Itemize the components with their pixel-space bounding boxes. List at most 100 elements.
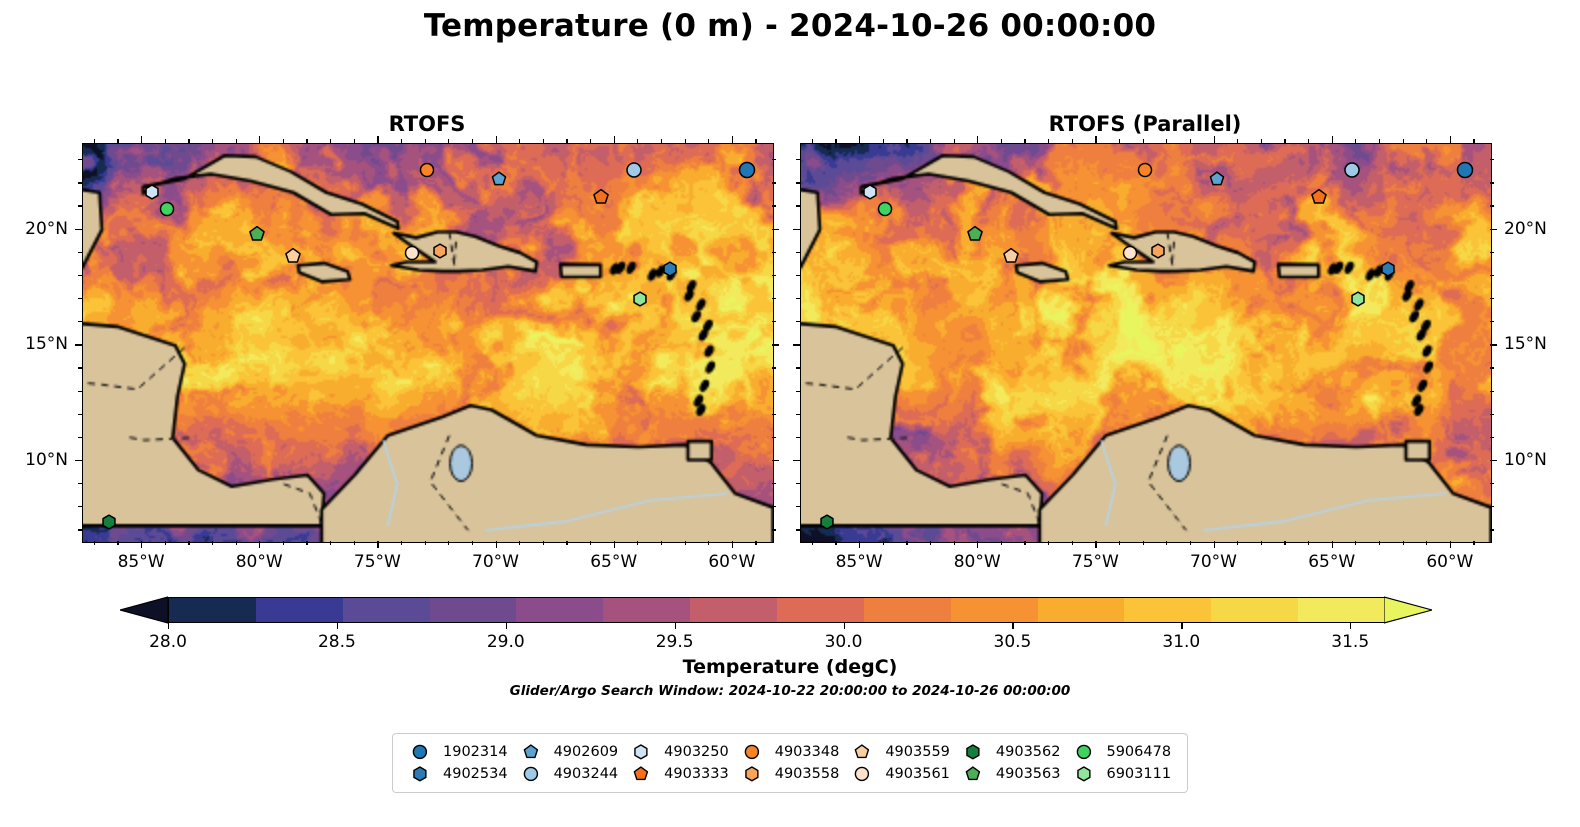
x-tick xyxy=(1284,541,1286,545)
colorbar-tick-label: 29.5 xyxy=(655,632,694,652)
platform-marker-6903111[interactable] xyxy=(1349,290,1367,308)
y-tick xyxy=(772,298,776,300)
platform-marker-4903563[interactable] xyxy=(965,225,984,244)
platform-marker-4902609[interactable] xyxy=(490,170,508,188)
x-tick xyxy=(1119,139,1121,143)
legend-marker-4902534[interactable] xyxy=(403,763,437,785)
y-axis-label-right: 20°N xyxy=(1504,218,1547,239)
platform-marker-4903244[interactable] xyxy=(1342,160,1361,179)
x-tick xyxy=(519,139,521,143)
x-tick xyxy=(377,541,379,548)
platform-marker-6903111[interactable] xyxy=(631,290,649,308)
platform-marker-4902534[interactable] xyxy=(1379,260,1397,278)
x-tick xyxy=(259,136,261,143)
map-rtofs_parallel[interactable] xyxy=(800,143,1492,543)
y-tick xyxy=(796,205,800,207)
y-tick xyxy=(772,182,776,184)
legend-marker-4903250[interactable] xyxy=(624,741,658,763)
platform-marker-4902534[interactable] xyxy=(661,260,679,278)
colorbar: 28.0 28.5 29.0 29.5 30.0 30.5 31.0 31.5 Tempera… xyxy=(0,0,1580,699)
colorbar-segment xyxy=(255,598,344,622)
legend-marker-5906478[interactable] xyxy=(1066,741,1100,763)
y-tick xyxy=(78,413,82,415)
y-tick xyxy=(796,251,800,253)
platform-marker-4903348[interactable] xyxy=(1136,161,1154,179)
legend-marker-4903244[interactable] xyxy=(514,763,548,785)
platform-marker-1902314[interactable] xyxy=(1455,160,1475,180)
y-tick xyxy=(796,321,800,323)
x-tick xyxy=(401,139,403,143)
legend-marker-4902609[interactable] xyxy=(514,741,548,763)
x-tick xyxy=(1213,136,1215,143)
x-tick xyxy=(519,541,521,545)
legend-marker-4903333[interactable] xyxy=(624,763,658,785)
platform-marker-4903250[interactable] xyxy=(143,183,161,201)
platform-marker-4903562[interactable] xyxy=(818,513,836,531)
x-tick xyxy=(282,541,285,545)
x-tick xyxy=(377,136,379,143)
legend-table: 1902314 4902609 4903250 4903348 4903559 49035… xyxy=(403,741,1177,785)
platform-marker-4903561[interactable] xyxy=(403,244,421,262)
platform-marker-4903561[interactable] xyxy=(1121,244,1139,262)
y-tick xyxy=(1490,390,1494,392)
y-tick xyxy=(796,506,800,508)
platform-marker-4903558[interactable] xyxy=(1149,242,1167,260)
legend-marker-4903348[interactable] xyxy=(735,741,769,763)
legend-label-4903559: 4903559 xyxy=(885,743,950,760)
platform-marker-4903333[interactable] xyxy=(591,188,610,207)
x-tick xyxy=(1095,136,1097,143)
x-tick xyxy=(93,139,95,143)
colorbar-segment xyxy=(1298,598,1386,622)
legend-marker-4903558[interactable] xyxy=(735,763,769,785)
page-title: Temperature (0 m) - 2024-10-26 00:00:00 xyxy=(423,8,1157,44)
platform-marker-1902314[interactable] xyxy=(737,160,757,180)
platform-marker-5906478[interactable] xyxy=(158,200,176,218)
y-tick xyxy=(772,321,776,323)
legend-marker-4903559[interactable] xyxy=(845,741,879,763)
x-tick xyxy=(471,139,474,143)
x-tick xyxy=(684,541,686,545)
platform-marker-4903559[interactable] xyxy=(284,247,303,266)
map-rtofs[interactable] xyxy=(82,143,774,543)
colorbar-segment xyxy=(1124,598,1212,622)
y-tick xyxy=(1490,367,1494,369)
x-tick xyxy=(566,139,568,143)
colorbar-tick xyxy=(1181,623,1183,629)
y-tick xyxy=(772,413,776,415)
legend-label-4903562: 4903562 xyxy=(995,743,1061,760)
platform-marker-4902609[interactable] xyxy=(1208,170,1226,188)
platform-marker-4903250[interactable] xyxy=(861,183,879,201)
x-tick xyxy=(1142,541,1144,545)
y-tick xyxy=(1490,205,1494,207)
platform-marker-4903244[interactable] xyxy=(624,160,643,179)
x-tick xyxy=(306,541,308,545)
platform-marker-4903562[interactable] xyxy=(100,513,118,531)
colorbar-segment xyxy=(777,598,865,622)
legend-marker-4903562[interactable] xyxy=(956,741,990,763)
x-tick xyxy=(1449,136,1452,143)
platform-marker-5906478[interactable] xyxy=(876,200,894,218)
platform-marker-4903333[interactable] xyxy=(1309,188,1328,207)
x-tick xyxy=(731,136,734,143)
x-tick xyxy=(1402,139,1404,143)
legend-marker-1902314[interactable] xyxy=(403,741,437,763)
platform-marker-4903348[interactable] xyxy=(418,161,436,179)
platform-marker-4903558[interactable] xyxy=(431,242,449,260)
x-tick xyxy=(93,541,95,545)
x-tick xyxy=(1308,541,1310,545)
x-tick xyxy=(1378,139,1381,143)
x-tick xyxy=(188,541,190,545)
legend-marker-4903563[interactable] xyxy=(956,763,990,785)
x-tick xyxy=(882,139,884,143)
x-tick xyxy=(117,139,119,143)
x-tick xyxy=(1024,541,1026,545)
platform-marker-4903559[interactable] xyxy=(1002,247,1021,266)
platform-marker-4903563[interactable] xyxy=(247,225,266,244)
x-axis-label: 75°W xyxy=(1071,552,1119,572)
x-tick xyxy=(117,541,119,545)
x-tick xyxy=(613,541,615,548)
x-tick xyxy=(1355,541,1357,545)
x-tick xyxy=(684,139,686,143)
legend-marker-4903561[interactable] xyxy=(845,763,879,785)
legend-marker-6903111[interactable] xyxy=(1066,763,1100,785)
